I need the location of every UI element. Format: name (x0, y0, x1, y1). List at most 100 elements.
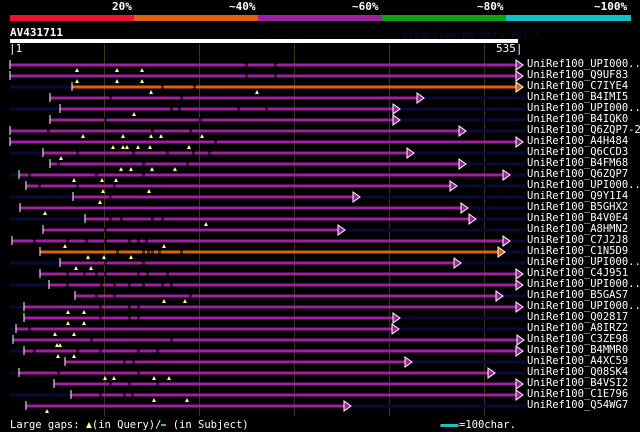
query-gap-marker (56, 354, 60, 358)
colorbar-cyan (506, 15, 631, 21)
hit-label[interactable]: UniRef100_Q9UF83 (527, 69, 629, 81)
query-gap-marker (114, 178, 118, 182)
end-arrow (515, 279, 524, 291)
query-gap-marker (173, 167, 177, 171)
hit-label[interactable]: UniRef100_B5GAS7 (527, 289, 629, 301)
query-gap-marker (152, 398, 156, 402)
hit-label[interactable]: UniRef100_C1N5D9 (527, 245, 629, 257)
hit-label[interactable]: UniRef100_A4XC59 (527, 355, 629, 367)
end-arrow (352, 191, 361, 203)
end-arrow (515, 301, 524, 313)
query-gap-marker (187, 145, 191, 149)
hit-label[interactable]: UniRef100_Q6CCD3 (527, 146, 629, 158)
hit-label[interactable]: UniRef100_UPI000.. (527, 300, 640, 312)
end-arrow (495, 290, 504, 302)
query-gap-marker (185, 398, 189, 402)
hit-label[interactable]: UniRef100_Q08SK4 (527, 366, 629, 378)
query-gap-marker (100, 178, 104, 182)
query-gap-marker (43, 211, 47, 215)
query-gap-marker (121, 145, 125, 149)
query-gap-marker (101, 189, 105, 193)
legend-query: (in Query)/ (91, 419, 162, 431)
colorbar-red (10, 15, 134, 21)
query-gap-marker (149, 90, 153, 94)
hit-label[interactable]: UniRef100_UPI000.. (527, 256, 640, 268)
query-gap-marker (53, 332, 57, 336)
query-bar (10, 39, 518, 43)
query-gap-marker (81, 134, 85, 138)
query-gap-marker (45, 409, 49, 413)
query-gap-marker (125, 145, 129, 149)
query-gap-marker (159, 134, 163, 138)
hit-label[interactable]: UniRef100_Q6ZQP7-2 (527, 124, 640, 136)
query-gap-marker (200, 134, 204, 138)
end-arrow (502, 235, 511, 247)
legend-subject: (in Subject) (172, 419, 249, 431)
hit-label[interactable]: UniRef100_C4J951 (527, 267, 629, 279)
end-arrow (497, 246, 506, 258)
hit-label[interactable]: UniRef100_C1E796 (527, 388, 629, 400)
hit-label[interactable]: UniRef100_UPI000.. (527, 58, 640, 70)
hit-label[interactable]: UniRef100_A4H484 (527, 135, 629, 147)
hit-label[interactable]: UniRef100_Q54WG7 (527, 399, 629, 411)
hit-label[interactable]: UniRef100_B4VSI2 (527, 377, 629, 389)
end-arrow (515, 268, 524, 280)
hit-label[interactable]: UniRef100_C7J2J8 (527, 234, 629, 246)
query-gap-marker (119, 167, 123, 171)
percent-label-80: ~80% (477, 0, 504, 13)
hit-label[interactable]: UniRef100_B5GHX2 (527, 201, 629, 213)
hit-label[interactable]: UniRef100_B4MMR0 (527, 344, 629, 356)
hit-label[interactable]: UniRef100_UPI000.. (527, 102, 640, 114)
hit-label[interactable]: UniRef100_Q9Y1I4 (527, 190, 629, 202)
query-gap-marker (121, 134, 125, 138)
query-gap-marker (147, 189, 151, 193)
watermark: AlignView.pm Beta rel.7 (402, 30, 541, 41)
end-arrow (343, 400, 352, 412)
end-arrow (406, 147, 415, 159)
colorbar-purple (258, 15, 382, 21)
query-gap-marker (129, 255, 133, 259)
hit-label[interactable]: UniRef100_UPI000.. (527, 179, 640, 191)
end-arrow (449, 180, 458, 192)
query-gap-marker (140, 68, 144, 72)
legend-prefix: Large gaps: (10, 419, 80, 431)
end-arrow (515, 81, 524, 93)
query-gap-marker (72, 354, 76, 358)
end-arrow (392, 312, 401, 324)
query-gap-icon (85, 422, 92, 428)
end-arrow (416, 92, 425, 104)
query-gap-marker (136, 145, 140, 149)
query-gap-marker (63, 244, 67, 248)
colorbar-green (382, 15, 506, 21)
query-gap-marker (162, 299, 166, 303)
hit-label[interactable]: UniRef100_B4IMI5 (527, 91, 629, 103)
end-arrow (516, 334, 525, 346)
end-arrow (468, 213, 477, 225)
hit-label[interactable]: UniRef100_B4IQK0 (527, 113, 629, 125)
hit-label[interactable]: UniRef100_A8HMN2 (527, 223, 629, 235)
query-gap-marker (74, 266, 78, 270)
hit-label[interactable]: UniRef100_B4FM68 (527, 157, 629, 169)
hit-label[interactable]: UniRef100_Q02817 (527, 311, 629, 323)
hit-label[interactable]: UniRef100_A8IRZ2 (527, 322, 629, 334)
query-gap-marker (204, 222, 208, 226)
end-arrow (404, 356, 413, 368)
end-arrow (392, 114, 401, 126)
end-arrow (458, 125, 467, 137)
query-gap-marker (183, 299, 187, 303)
query-gap-marker (55, 343, 59, 347)
end-arrow (453, 257, 462, 269)
end-arrow (502, 169, 511, 181)
hit-label[interactable]: UniRef100_C7IYE4 (527, 80, 629, 92)
hit-label[interactable]: UniRef100_UPI000.. (527, 278, 640, 290)
query-gap-marker (72, 332, 76, 336)
query-gap-marker (162, 244, 166, 248)
end-arrow (515, 345, 524, 357)
hit-label[interactable]: UniRef100_C3ZE98 (527, 333, 629, 345)
hit-label[interactable]: UniRef100_B4V0E4 (527, 212, 629, 224)
percent-label-40: ~40% (229, 0, 256, 13)
query-gap-marker (152, 376, 156, 380)
hit-label[interactable]: UniRef100_Q6ZQP7 (527, 168, 629, 180)
colorbar-orange (134, 15, 258, 21)
